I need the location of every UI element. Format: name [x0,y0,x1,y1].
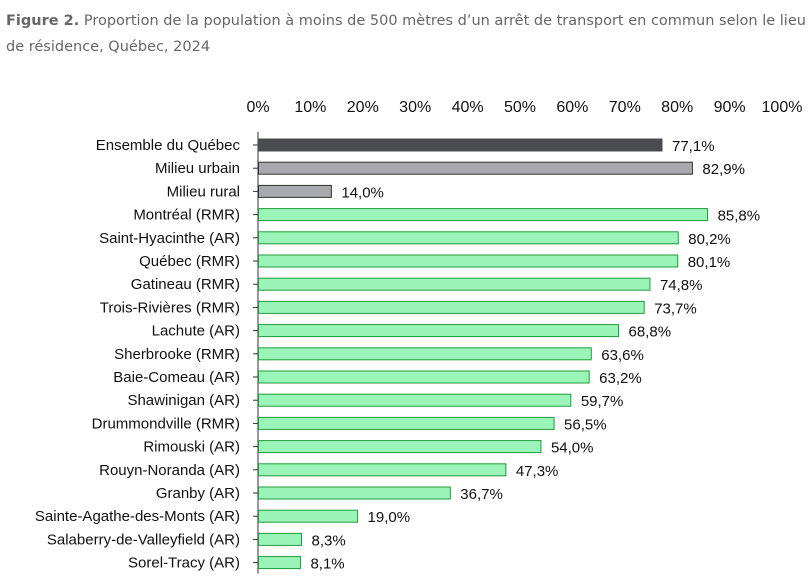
value-label: 80,2% [688,231,731,248]
value-label: 8,3% [311,532,345,549]
bar [258,208,709,222]
value-label: 56,5% [564,416,607,433]
bar [258,440,542,454]
category-label: Rouyn-Noranda (AR) [99,462,240,479]
value-label: 63,6% [601,347,644,364]
category-label: Ensemble du Québec [96,137,241,154]
bar [258,532,302,546]
x-tick-label: 100% [762,99,803,116]
figure-title: Proportion de la population à moins de 5… [6,13,806,55]
value-label: 80,1% [688,254,731,271]
category-label: Drummondville (RMR) [92,415,240,432]
bar [258,486,451,500]
figure-caption: Figure 2. Proportion de la population à … [6,8,806,60]
bar [258,463,507,477]
bar [258,231,679,245]
category-label: Sorel-Tracy (AR) [128,555,240,572]
value-label: 85,8% [718,208,761,225]
value-label: 77,1% [672,138,715,155]
category-label: Rimouski (AR) [143,439,240,456]
bar [258,509,359,523]
category-label: Baie-Comeau (AR) [113,369,240,386]
x-tick-label: 50% [504,99,536,116]
bar [258,161,693,175]
figure-label: Figure 2. [6,13,80,29]
bar [258,393,572,407]
x-tick-label: 10% [294,99,326,116]
value-label: 74,8% [660,277,703,294]
category-label: Sherbrooke (RMR) [114,346,240,363]
value-label: 19,0% [368,509,411,526]
x-tick-label: 30% [399,99,431,116]
value-label: 73,7% [654,300,697,317]
category-label: Montréal (RMR) [133,207,240,224]
category-label: Salaberry-de-Valleyfield (AR) [47,531,240,548]
bar [258,254,679,268]
value-label: 47,3% [516,463,559,480]
category-label: Granby (AR) [156,485,240,502]
x-tick-label: 0% [246,99,269,116]
value-label: 8,1% [310,556,344,573]
value-label: 54,0% [551,440,594,457]
value-label: 68,8% [629,324,672,341]
value-label: 36,7% [460,486,503,503]
category-label: Lachute (AR) [152,323,240,340]
bar [258,416,555,430]
value-label: 63,2% [599,370,642,387]
x-tick-label: 80% [661,99,693,116]
bar [258,277,651,291]
category-label: Saint-Hyacinthe (AR) [99,230,240,247]
bar [258,347,592,361]
category-label: Milieu rural [167,183,240,200]
category-label: Sainte-Agathe-des-Monts (AR) [35,508,240,525]
category-label: Shawinigan (AR) [127,392,240,409]
category-label: Trois-Rivières (RMR) [100,299,240,316]
bar [258,300,645,314]
value-label: 14,0% [341,184,384,201]
value-label: 59,7% [581,393,624,410]
x-tick-label: 90% [714,99,746,116]
bar [258,184,332,198]
x-tick-label: 20% [347,99,379,116]
x-tick-label: 40% [452,99,484,116]
bar [258,556,301,570]
bar [258,370,590,384]
bar [258,138,663,152]
x-tick-label: 60% [556,99,588,116]
x-tick-label: 70% [609,99,641,116]
category-label: Milieu urbain [155,160,240,177]
bar [258,324,620,338]
category-label: Québec (RMR) [139,253,240,270]
category-label: Gatineau (RMR) [131,276,240,293]
value-label: 82,9% [702,161,745,178]
